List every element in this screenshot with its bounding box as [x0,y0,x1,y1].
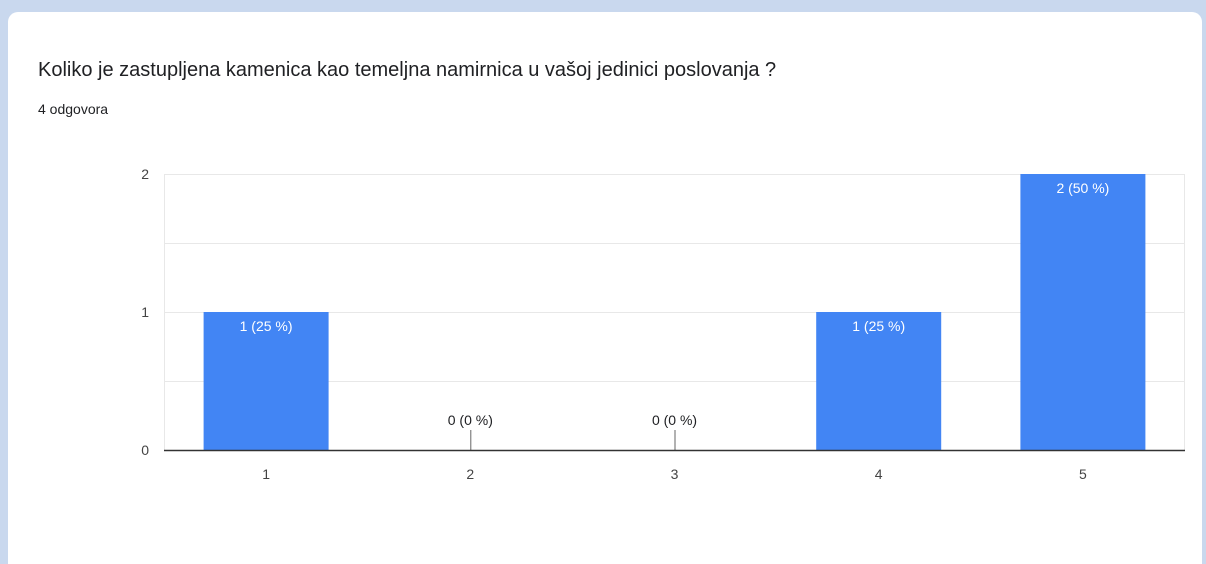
data-label: 0 (0 %) [652,412,697,428]
data-label: 0 (0 %) [448,412,493,428]
y-tick-label: 0 [141,442,149,458]
bar-chart: 0 1 2 1 (25 %) 1 0 (0 %) 2 0 (0 %) 3 1 (25 %) 4 2 (… [141,166,1185,482]
y-tick-label: 1 [141,304,149,320]
x-tick-label: 1 [262,466,270,482]
response-count: 4 odgovora [38,101,109,117]
bar [816,312,942,450]
x-tick-label: 5 [1079,466,1087,482]
data-label: 1 (25 %) [240,318,293,334]
bar [1020,174,1146,450]
x-tick-label: 2 [466,466,474,482]
bar [203,312,329,450]
chart-card: Koliko je zastupljena kamenica kao temel… [8,12,1202,564]
data-label: 2 (50 %) [1056,180,1109,196]
question-title: Koliko je zastupljena kamenica kao temel… [38,59,777,81]
data-label: 1 (25 %) [852,318,905,334]
x-tick-label: 3 [671,466,679,482]
y-tick-label: 2 [141,166,149,182]
x-tick-label: 4 [875,466,883,482]
